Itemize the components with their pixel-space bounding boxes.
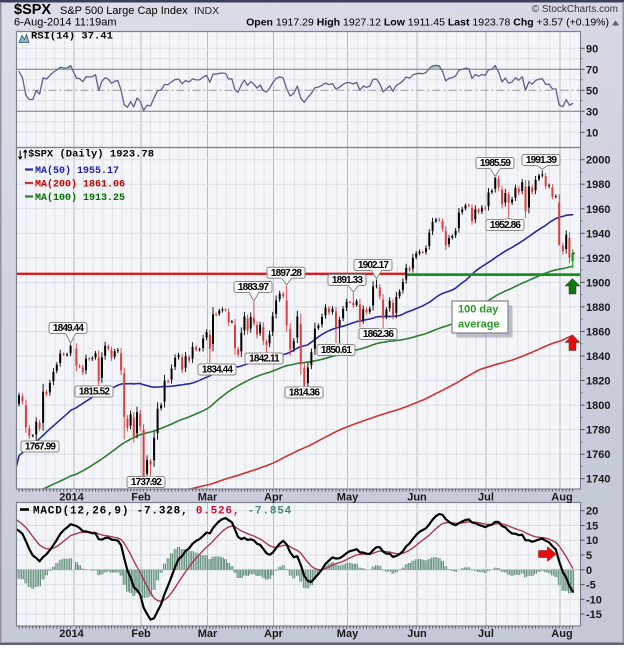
svg-text:Aug: Aug bbox=[551, 492, 572, 504]
svg-text:Mar: Mar bbox=[198, 628, 218, 640]
svg-text:1820: 1820 bbox=[586, 376, 610, 388]
svg-text:Jul: Jul bbox=[478, 628, 494, 640]
svg-text:Aug: Aug bbox=[551, 628, 572, 640]
svg-text:RSI(14) 37.41: RSI(14) 37.41 bbox=[31, 31, 113, 43]
svg-text:INDX: INDX bbox=[194, 5, 219, 17]
svg-text:70: 70 bbox=[586, 64, 598, 76]
svg-text:May: May bbox=[337, 628, 359, 640]
svg-text:1940: 1940 bbox=[586, 228, 610, 240]
svg-text:50: 50 bbox=[586, 85, 598, 97]
svg-text:100 day: 100 day bbox=[458, 304, 499, 316]
svg-text:1840: 1840 bbox=[586, 351, 610, 363]
svg-text:1880: 1880 bbox=[586, 302, 610, 314]
svg-text:Jun: Jun bbox=[407, 492, 427, 504]
svg-text:1814.36: 1814.36 bbox=[289, 388, 320, 399]
svg-text:Apr: Apr bbox=[264, 628, 284, 640]
svg-text:average: average bbox=[458, 319, 500, 331]
svg-text:Jul: Jul bbox=[478, 492, 494, 504]
svg-text:© StockCharts.com: © StockCharts.com bbox=[532, 4, 618, 15]
svg-text:1860: 1860 bbox=[586, 327, 610, 339]
svg-text:5: 5 bbox=[586, 550, 592, 562]
svg-text:1900: 1900 bbox=[586, 277, 610, 289]
svg-text:Feb: Feb bbox=[131, 492, 151, 504]
svg-text:1883.97: 1883.97 bbox=[238, 282, 269, 293]
svg-text:Mar: Mar bbox=[198, 492, 218, 504]
svg-text:S&P 500 Large Cap Index: S&P 500 Large Cap Index bbox=[60, 5, 188, 17]
svg-text:2000: 2000 bbox=[586, 155, 610, 167]
svg-text:MA(200) 1861.06: MA(200) 1861.06 bbox=[35, 179, 125, 191]
svg-text:1767.99: 1767.99 bbox=[25, 442, 56, 453]
svg-text:6-Aug-2014 11:19am: 6-Aug-2014 11:19am bbox=[14, 17, 117, 29]
svg-text:May: May bbox=[337, 492, 359, 504]
svg-text:1740: 1740 bbox=[586, 474, 610, 486]
svg-text:1800: 1800 bbox=[586, 400, 610, 412]
svg-text:Open 1917.29 High 1927.12 Low: Open 1917.29 High 1927.12 Low 1911.45 La… bbox=[246, 17, 609, 29]
svg-text:-5: -5 bbox=[586, 580, 596, 592]
svg-text:1980: 1980 bbox=[586, 179, 610, 191]
svg-text:1834.44: 1834.44 bbox=[202, 365, 233, 376]
svg-text:1850.61: 1850.61 bbox=[321, 345, 352, 356]
svg-text:Apr: Apr bbox=[264, 492, 284, 504]
svg-text:20: 20 bbox=[586, 506, 598, 518]
svg-text:1952.86: 1952.86 bbox=[490, 220, 521, 231]
svg-text:10: 10 bbox=[586, 127, 598, 139]
svg-text:MA(50) 1955.17: MA(50) 1955.17 bbox=[35, 165, 119, 177]
svg-text:MACD(12,26,9) -7.328, 0.526, -: MACD(12,26,9) -7.328, 0.526, -7.854 bbox=[33, 506, 292, 518]
svg-text:1760: 1760 bbox=[586, 449, 610, 461]
svg-text:1849.44: 1849.44 bbox=[53, 323, 84, 334]
svg-text:10: 10 bbox=[586, 535, 598, 547]
svg-text:Feb: Feb bbox=[131, 628, 151, 640]
svg-text:1737.92: 1737.92 bbox=[131, 477, 162, 488]
svg-text:1920: 1920 bbox=[586, 253, 610, 265]
svg-text:0: 0 bbox=[586, 565, 592, 577]
svg-text:-10: -10 bbox=[586, 594, 602, 606]
svg-text:1842.11: 1842.11 bbox=[249, 354, 280, 365]
svg-text:1960: 1960 bbox=[586, 204, 610, 216]
svg-text:1902.17: 1902.17 bbox=[358, 260, 389, 271]
svg-text:1897.28: 1897.28 bbox=[271, 268, 302, 279]
svg-text:15: 15 bbox=[586, 521, 598, 533]
svg-text:MA(100) 1913.25: MA(100) 1913.25 bbox=[35, 192, 125, 204]
svg-text:30: 30 bbox=[586, 106, 598, 118]
svg-text:-15: -15 bbox=[586, 609, 602, 621]
svg-text:1862.36: 1862.36 bbox=[363, 329, 394, 340]
svg-text:1985.59: 1985.59 bbox=[480, 158, 511, 169]
svg-text:$SPX (Daily) 1923.78: $SPX (Daily) 1923.78 bbox=[28, 149, 154, 161]
svg-text:1891.33: 1891.33 bbox=[332, 275, 363, 286]
svg-text:90: 90 bbox=[586, 43, 598, 55]
svg-text:1815.52: 1815.52 bbox=[79, 387, 110, 398]
svg-text:1780: 1780 bbox=[586, 425, 610, 437]
svg-text:2014: 2014 bbox=[59, 628, 84, 640]
svg-text:1991.39: 1991.39 bbox=[526, 155, 557, 166]
svg-text:2014: 2014 bbox=[59, 492, 84, 504]
svg-text:Jun: Jun bbox=[407, 628, 427, 640]
